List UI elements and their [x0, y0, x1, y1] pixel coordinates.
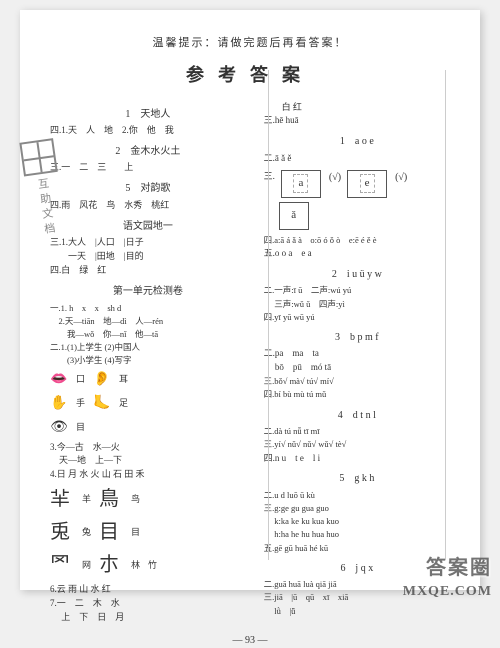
char-sheep: 羊	[82, 493, 91, 507]
bird-glyph-icon: 鳥	[99, 484, 123, 515]
net-glyph-icon: 罓	[50, 550, 74, 581]
s5l4: 二.1.(1)上学生 (2)中国人	[50, 341, 246, 354]
rabbit-glyph-icon: 兎	[50, 517, 74, 548]
char-bamboo: 竹	[148, 559, 157, 573]
s5l7: 天—地 上—下	[50, 454, 246, 468]
char-mouth: 口	[76, 373, 85, 387]
char-rabbit: 兔	[82, 526, 91, 540]
s5l10: 7.一 二 木 水	[50, 597, 246, 611]
s4l2: 一天 |田地 |目的	[50, 250, 246, 264]
foot-icon: 🦶	[93, 393, 111, 415]
watermark-logo: 答案圈	[426, 551, 492, 580]
vowel-box-e: e	[347, 170, 387, 198]
r2l1: 二.ā ǎ ě	[264, 152, 450, 166]
r4l3: 三.bǒ√ mà√ tú√ mí√	[264, 375, 450, 388]
page-number: — 93 —	[50, 633, 450, 648]
row-rabbit-mu: 兎 兔 目 目	[50, 517, 246, 548]
check-a: (√)	[329, 170, 341, 198]
sheep-glyph-icon: 𦍋	[50, 484, 74, 515]
main-title: 参考答案	[50, 62, 450, 89]
rsec6: 6 j q x	[264, 561, 450, 577]
r1l1: 白 红	[264, 101, 450, 115]
sec-3: 5 对韵歌	[50, 181, 246, 197]
char-forest: 林	[131, 559, 140, 573]
check-e: (√)	[395, 170, 407, 198]
r3l2: 三声:wǔ ǔ 四声:yì	[264, 298, 450, 311]
r1l2: 三.hē huā	[264, 114, 450, 128]
r5l3: 四.n u t e l i	[264, 452, 450, 466]
r5l2: 三.yí√ nǔ√ nǔ√ wǔ√ tè√	[264, 438, 450, 451]
mouth-icon: 👄	[50, 369, 68, 391]
s5l8: 4.日 月 水 火 山 石 田 禾	[50, 468, 246, 482]
fold-line-2	[445, 70, 446, 560]
s5l11: 上 下 日 月	[50, 611, 246, 625]
row-eye: 👁 目	[50, 417, 246, 439]
r6l4: h:ha he hu hua huo	[264, 528, 450, 541]
vowel-grid-2: ǎ	[264, 202, 450, 230]
char-ear: 耳	[119, 373, 128, 387]
right-column: 白 红 三.hē huā 1 a o e 二.ā ǎ ě 三. a (√) e …	[264, 101, 450, 626]
r6l1: 二.u d luō ū kù	[264, 489, 450, 502]
side-stamp: 互助文档	[4, 136, 83, 242]
sec-2: 2 金木水火土	[50, 144, 246, 160]
rsec4: 4 d t n l	[264, 408, 450, 424]
char-eye: 目	[76, 421, 85, 435]
r4l1: 二.pa ma ta	[264, 347, 450, 361]
stamp-text: 互助文档	[33, 177, 58, 239]
rsec1: 1 a o e	[264, 134, 450, 150]
sec-1-line: 四.1.天 人 地 2.你 他 我	[50, 124, 246, 138]
r5l1: 二.dà tú nǚ tī mī	[264, 425, 450, 438]
s5l2: 2.天—tiān 地—dì 人—rén	[50, 315, 246, 328]
char-hand: 手	[76, 397, 85, 411]
s5l6: 3.今—古 水—火	[50, 441, 246, 455]
r2l2: 四.a:ā á ǎ à o:ō ó ǒ ò e:ē é ě è	[264, 234, 450, 247]
char-foot: 足	[119, 397, 128, 411]
char-net: 网	[82, 559, 91, 573]
r6l2: 三.g:ge gu gua guo	[264, 502, 450, 515]
r6l5: 五.gē gū huā hé kū	[264, 542, 450, 555]
rsec5: 5 g k h	[264, 471, 450, 487]
grid-prefix: 三.	[264, 170, 275, 198]
left-column: 1 天地人 四.1.天 人 地 2.你 他 我 2 金木水火土 三.一 二 三 …	[50, 101, 246, 626]
mu-glyph-icon: 目	[99, 517, 123, 548]
rsec2: 2 i u ü y w	[264, 267, 450, 283]
r4l4: 四.bí bù mù tú mǔ	[264, 388, 450, 401]
row-hand-foot: ✋ 手 🦶 足	[50, 393, 246, 415]
char-mu: 目	[131, 526, 140, 540]
fold-line-1	[268, 70, 269, 560]
sec-2-line: 三.一 二 三 上	[50, 161, 246, 175]
s5l3: 我—wǒ 你—nǐ 他—tā	[50, 328, 246, 341]
document-page: 温馨提示：请做完题后再看答案！ 参考答案 互助文档 1 天地人 四.1.天 人 …	[20, 10, 480, 590]
content-columns: 1 天地人 四.1.天 人 地 2.你 他 我 2 金木水火土 三.一 二 三 …	[50, 101, 450, 626]
s5l1: 一.1. h x x sh d	[50, 302, 246, 315]
rsec3: 3 b p m f	[264, 330, 450, 346]
ear-icon: 👂	[93, 369, 111, 391]
sec-5: 第一单元检测卷	[50, 284, 246, 300]
s5l5: (3)小学生 (4)写字	[50, 354, 246, 367]
char-bird: 鸟	[131, 493, 140, 507]
r4l2: bō pū mó tā	[264, 361, 450, 375]
row-sheep-bird: 𦍋 羊 鳥 鸟	[50, 484, 246, 515]
s5l9: 6.云 雨 山 水 红	[50, 583, 246, 597]
watermark-url: MXQE.COM	[403, 584, 492, 600]
stamp-box-icon	[19, 138, 57, 176]
vowel-box-aq: ǎ	[279, 202, 309, 230]
r6l3: k:ka ke ku kua kuo	[264, 515, 450, 528]
r3l1: 二.一声:ī ū 二声:wú yú	[264, 284, 450, 297]
r7l3: lǜ |ǖ	[264, 605, 450, 618]
vowel-box-a: a	[281, 170, 321, 198]
row-mouth-ear: 👄 口 👂 耳	[50, 369, 246, 391]
s4l1: 三.1.大人 |人口 |日子	[50, 236, 246, 250]
row-net-forest: 罓 网 朩 林 竹	[50, 550, 246, 581]
hand-icon: ✋	[50, 393, 68, 415]
r3l3: 四.yī yū wū yú	[264, 311, 450, 324]
top-hint: 温馨提示：请做完题后再看答案！	[50, 35, 450, 52]
forest-glyph-icon: 朩	[99, 550, 123, 581]
sec-1: 1 天地人	[50, 107, 246, 123]
eye-icon: 👁	[50, 417, 68, 439]
r2l3: 五.o o a e a	[264, 247, 450, 261]
s4l3: 四.白 绿 红	[50, 264, 246, 278]
vowel-grid: 三. a (√) e (√)	[264, 170, 450, 198]
